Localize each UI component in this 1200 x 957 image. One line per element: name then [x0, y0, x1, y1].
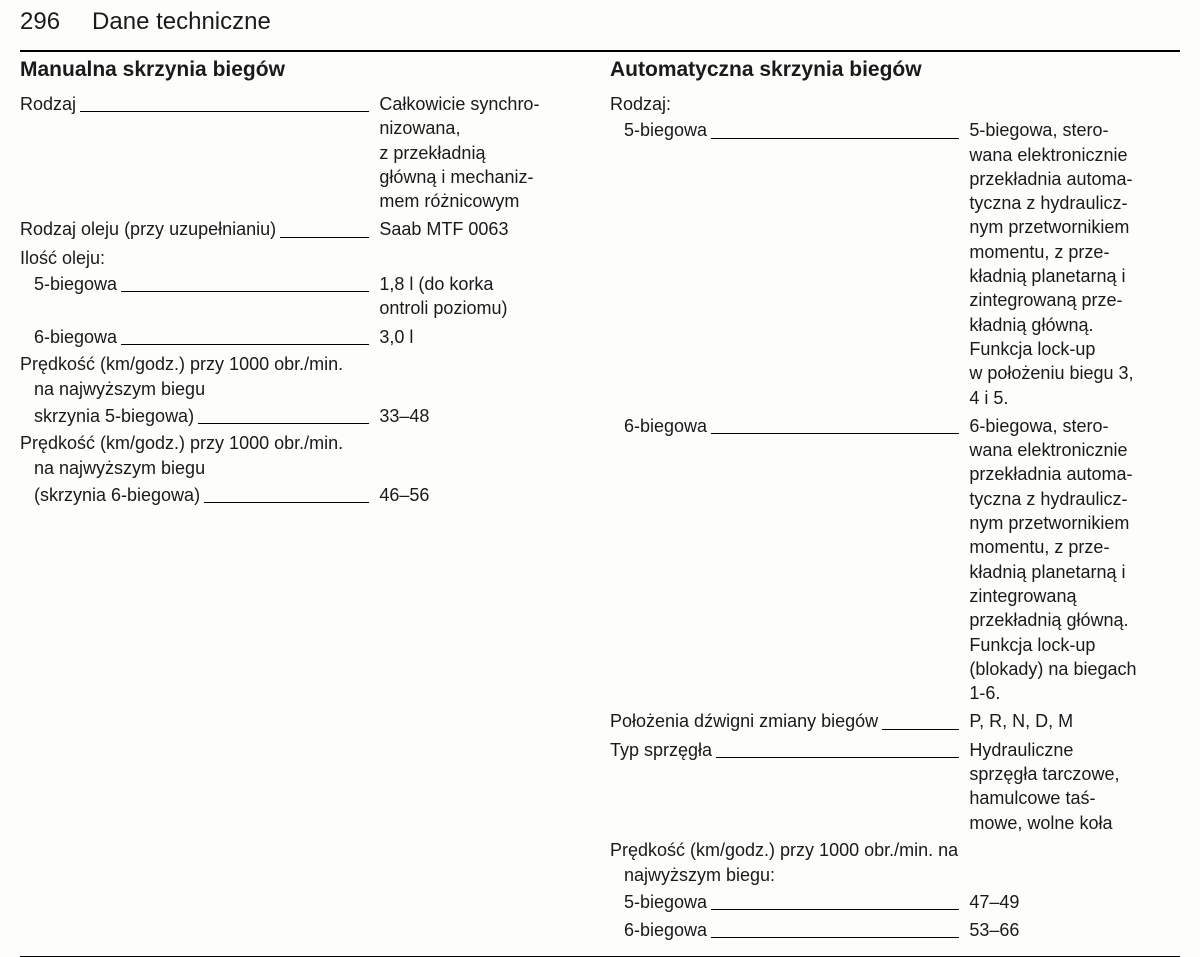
manual-speed6-line2: na najwyższym biegu	[20, 457, 590, 480]
auto-6speed-value: 6-biegowa, stero- wana elektronicznie pr…	[963, 414, 1180, 706]
leader-line	[280, 237, 369, 238]
manual-speed5-line1: Prędkość (km/godz.) przy 1000 obr./min.	[20, 353, 590, 376]
auto-lever-label: Położenia dźwigni zmiany biegów	[610, 709, 878, 733]
leader-line	[716, 757, 959, 758]
manual-speed5-value: 33–48	[373, 404, 590, 428]
auto-clutch-value: Hydrauliczne sprzęgła tarczowe, hamulcow…	[963, 738, 1180, 835]
auto-gearbox-column: Automatyczna skrzynia biegów Rodzaj: 5-b…	[610, 58, 1180, 946]
manual-speed5-row: skrzynia 5-biegowa) 33–48	[20, 404, 590, 428]
manual-speed5-line3: skrzynia 5-biegowa)	[20, 404, 194, 428]
manual-oil5-row: 5-biegowa 1,8 l (do korka ontroli poziom…	[20, 272, 590, 321]
manual-oil-qty-header: Ilość oleju:	[20, 246, 590, 270]
auto-speed6-row: 6-biegowa 53–66	[610, 918, 1180, 942]
section-title: Dane techniczne	[92, 8, 271, 36]
auto-lever-value: P, R, N, D, M	[963, 709, 1180, 733]
manual-oil-type-label: Rodzaj oleju (przy uzupełnianiu)	[20, 217, 276, 241]
leader-line	[882, 729, 959, 730]
manual-gearbox-column: Manualna skrzynia biegów Rodzaj Całkowic…	[20, 58, 590, 946]
auto-6speed-label: 6-biegowa	[610, 414, 707, 438]
leader-line	[711, 433, 959, 434]
leader-line	[204, 502, 369, 503]
leader-line	[198, 423, 369, 424]
manual-type-value: Całkowicie synchro- nizowana, z przekład…	[373, 92, 590, 213]
auto-speed6-value: 53–66	[963, 918, 1180, 942]
auto-speed-header-line2: najwyższym biegu:	[610, 864, 1180, 887]
manual-speed6-line1: Prędkość (km/godz.) przy 1000 obr./min.	[20, 432, 590, 455]
manual-speed6-value: 46–56	[373, 483, 590, 507]
manual-type-label: Rodzaj	[20, 92, 76, 116]
leader-line	[121, 344, 369, 345]
auto-speed6-label: 6-biegowa	[610, 918, 707, 942]
auto-speed-header-line1: Prędkość (km/godz.) przy 1000 obr./min. …	[610, 839, 1180, 862]
content-columns: Manualna skrzynia biegów Rodzaj Całkowic…	[20, 58, 1180, 946]
leader-line	[711, 138, 959, 139]
page-number: 296	[20, 8, 60, 36]
auto-speed5-value: 47–49	[963, 890, 1180, 914]
leader-line	[80, 111, 369, 112]
auto-lever-row: Położenia dźwigni zmiany biegów P, R, N,…	[610, 709, 1180, 733]
auto-clutch-label: Typ sprzęgła	[610, 738, 712, 762]
page-header: 296 Dane techniczne	[20, 8, 1180, 42]
auto-speed5-row: 5-biegowa 47–49	[610, 890, 1180, 914]
manual-type-row: Rodzaj Całkowicie synchro- nizowana, z p…	[20, 92, 590, 213]
leader-line	[711, 937, 959, 938]
leader-line	[711, 909, 959, 910]
auto-5speed-row: 5-biegowa 5-biegowa, stero- wana elektro…	[610, 118, 1180, 410]
manual-oil-type-value: Saab MTF 0063	[373, 217, 590, 241]
auto-speed5-label: 5-biegowa	[610, 890, 707, 914]
auto-5speed-value: 5-biegowa, stero- wana elektronicznie pr…	[963, 118, 1180, 410]
auto-type-header: Rodzaj:	[610, 92, 1180, 116]
manual-title: Manualna skrzynia biegów	[20, 58, 590, 82]
auto-title: Automatyczna skrzynia biegów	[610, 58, 1180, 82]
auto-5speed-label: 5-biegowa	[610, 118, 707, 142]
manual-oil6-value: 3,0 l	[373, 325, 590, 349]
auto-6speed-row: 6-biegowa 6-biegowa, stero- wana elektro…	[610, 414, 1180, 706]
manual-speed5-line2: na najwyższym biegu	[20, 378, 590, 401]
divider-top	[20, 50, 1180, 52]
auto-clutch-row: Typ sprzęgła Hydrauliczne sprzęgła tarcz…	[610, 738, 1180, 835]
manual-oil6-row: 6-biegowa 3,0 l	[20, 325, 590, 349]
manual-speed6-line3: (skrzynia 6-biegowa)	[20, 483, 200, 507]
manual-oil5-value: 1,8 l (do korka ontroli poziomu)	[373, 272, 590, 321]
manual-oil5-label: 5-biegowa	[20, 272, 117, 296]
manual-speed6-row: (skrzynia 6-biegowa) 46–56	[20, 483, 590, 507]
manual-oil6-label: 6-biegowa	[20, 325, 117, 349]
leader-line	[121, 291, 369, 292]
manual-oil-type-row: Rodzaj oleju (przy uzupełnianiu) Saab MT…	[20, 217, 590, 241]
